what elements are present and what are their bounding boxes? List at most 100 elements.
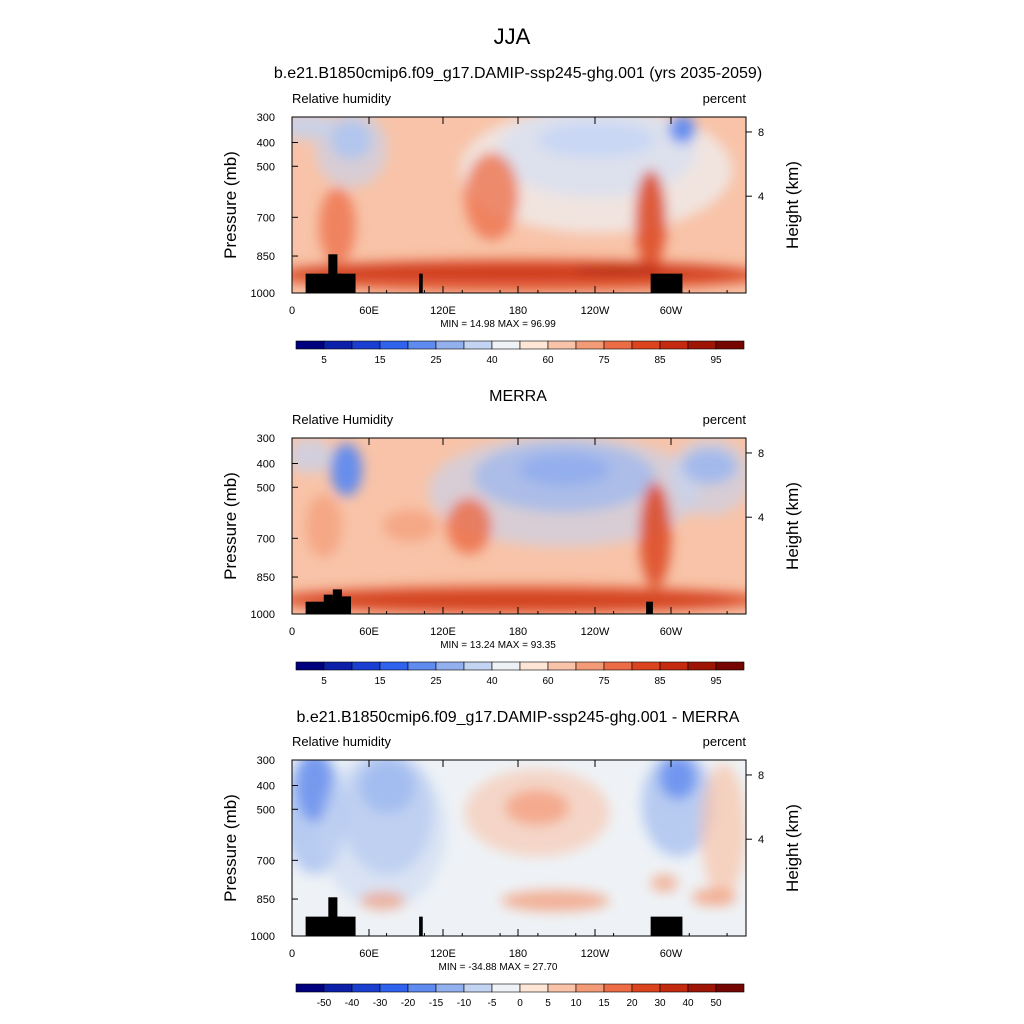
contour-field (292, 438, 746, 614)
contour-region (314, 117, 388, 188)
y-tick-label: 400 (257, 138, 275, 150)
contour-region (446, 497, 492, 555)
colorbar-swatch (659, 661, 689, 671)
contour-region (305, 494, 342, 558)
contour-field (292, 117, 746, 293)
colorbar-swatch (491, 983, 521, 993)
contour-region (330, 443, 363, 497)
colorbar-swatch (547, 983, 577, 993)
colorbar-swatch (715, 983, 745, 993)
min-max-stats: MIN = 14.98 MAX = 96.99 (440, 319, 556, 330)
colorbar-swatch (631, 661, 661, 671)
colorbar-swatch (323, 340, 353, 350)
contour-region (500, 890, 610, 912)
topography-mask (341, 596, 352, 614)
colorbar-swatch (295, 983, 325, 993)
contour-region (360, 892, 406, 910)
colorbar-label: -5 (488, 998, 497, 1009)
colorbar-label: 95 (710, 676, 722, 687)
contour-region (668, 438, 746, 516)
colorbar-label: 50 (710, 998, 722, 1009)
contour-region (428, 438, 701, 548)
panel-left-label: Relative humidity (292, 91, 391, 106)
colorbar-label: -30 (373, 998, 388, 1009)
y-tick-label: 400 (257, 459, 275, 471)
x-tick-label: 120E (430, 626, 456, 638)
colorbar-label: -15 (429, 998, 444, 1009)
y-axis-label: Pressure (mb) (221, 794, 240, 902)
right-y-tick-label: 8 (758, 770, 764, 782)
chart-panel-3: b.e21.B1850cmip6.f09_g17.DAMIP-ssp245-gh… (221, 709, 802, 1009)
right-y-tick-label: 4 (758, 834, 764, 846)
colorbar-swatch (603, 983, 633, 993)
min-max-stats: MIN = -34.88 MAX = 27.70 (439, 962, 558, 973)
chart-panel-1: b.e21.B1850cmip6.f09_g17.DAMIP-ssp245-gh… (221, 65, 802, 366)
topography-mask (419, 273, 423, 293)
colorbar-label: -20 (401, 998, 416, 1009)
colorbar-swatch (463, 340, 493, 350)
colorbar-swatch (603, 340, 633, 350)
x-tick-label: 120E (430, 948, 456, 960)
right-y-tick-label: 4 (758, 191, 764, 203)
contour-region (382, 510, 438, 542)
colorbar-swatch (631, 983, 661, 993)
x-tick-label: 180 (509, 305, 527, 317)
contour-region (639, 482, 672, 588)
colorbar-label: 30 (654, 998, 666, 1009)
y-tick-label: 700 (257, 855, 275, 867)
x-tick-label: 60E (359, 626, 379, 638)
y-axis-label: Pressure (mb) (221, 472, 240, 580)
y-tick-label: 500 (257, 804, 275, 816)
x-tick-label: 60W (660, 305, 683, 317)
panel-left-label: Relative Humidity (292, 412, 394, 427)
y-tick-label: 300 (257, 112, 275, 124)
right-y-tick-label: 8 (758, 127, 764, 139)
topography-mask (332, 589, 342, 614)
panel-right-label: percent (703, 91, 747, 106)
x-tick-label: 60E (359, 948, 379, 960)
colorbar-label: -10 (457, 998, 472, 1009)
right-y-tick-label: 4 (758, 512, 764, 524)
colorbar-swatch (547, 340, 577, 350)
y-tick-label: 850 (257, 572, 275, 584)
colorbar-swatch (435, 661, 465, 671)
colorbar-label: 0 (517, 998, 523, 1009)
y-axis-label: Pressure (mb) (221, 151, 240, 259)
colorbar-label: 60 (542, 676, 554, 687)
colorbar-label: 95 (710, 355, 722, 366)
colorbar-swatch (323, 983, 353, 993)
contour-region (700, 763, 746, 898)
topography-mask (650, 273, 683, 293)
contour-region (573, 266, 665, 274)
colorbar-label: 5 (321, 676, 327, 687)
colorbar-swatch (463, 661, 493, 671)
panel-left-label: Relative humidity (292, 734, 391, 749)
colorbar-swatch (659, 340, 689, 350)
colorbar-swatch (715, 340, 745, 350)
x-tick-label: 120W (581, 948, 610, 960)
colorbar-label: 85 (654, 676, 666, 687)
colorbar-swatch (687, 661, 717, 671)
colorbar-swatch (435, 340, 465, 350)
x-tick-label: 60W (660, 948, 683, 960)
colorbar-swatch (463, 983, 493, 993)
y-tick-label: 500 (257, 161, 275, 173)
contour-region (292, 438, 333, 474)
x-tick-label: 0 (289, 948, 295, 960)
colorbar-label: 75 (598, 676, 610, 687)
panel-title: b.e21.B1850cmip6.f09_g17.DAMIP-ssp245-gh… (297, 709, 740, 726)
colorbar-swatch (687, 983, 717, 993)
colorbar-label: -40 (345, 998, 360, 1009)
colorbar-label: 60 (542, 355, 554, 366)
colorbar-label: 10 (570, 998, 582, 1009)
colorbar-label: 20 (626, 998, 638, 1009)
colorbar-swatch (351, 661, 381, 671)
colorbar-label: 40 (682, 998, 694, 1009)
contour-region (464, 152, 519, 241)
topography-mask (328, 897, 338, 936)
topography-mask (419, 916, 423, 936)
x-tick-label: 120W (581, 305, 610, 317)
min-max-stats: MIN = 13.24 MAX = 93.35 (440, 640, 556, 651)
x-tick-label: 60W (660, 626, 683, 638)
